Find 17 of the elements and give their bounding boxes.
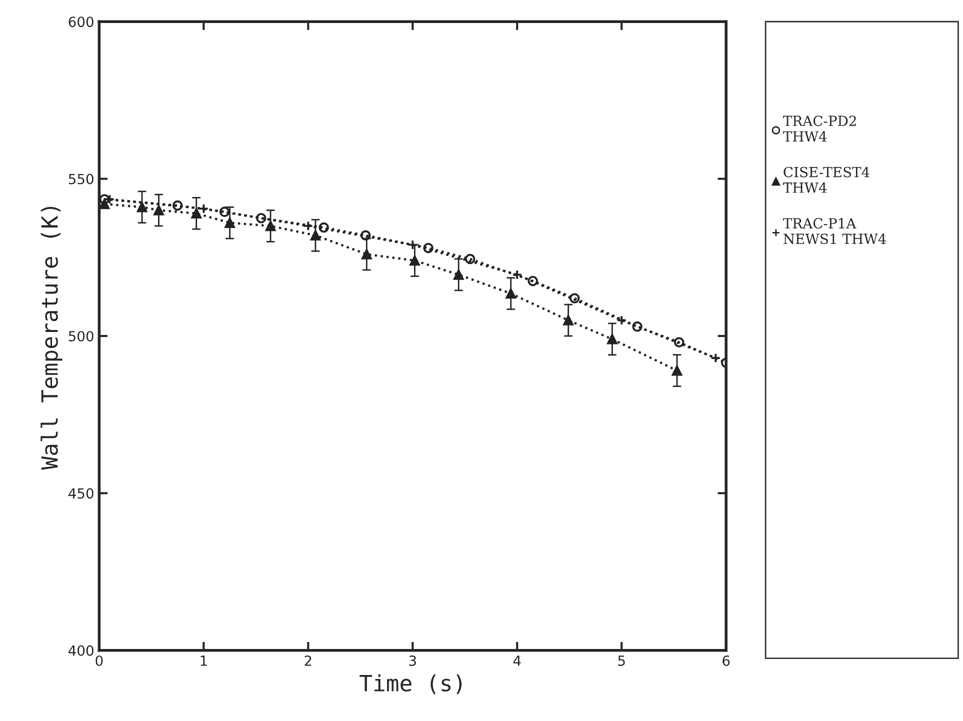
y-tick-label: 450 (68, 488, 94, 499)
x-tick-label: 1 (200, 656, 207, 666)
y-axis-title: Wall Temperature (K) (40, 206, 62, 470)
x-tick-label: 3 (409, 655, 416, 666)
y-tick-label: 600 (68, 16, 94, 28)
legend-label: TRAC-PD2 THW4 (783, 116, 856, 142)
x-tick-label: 0 (96, 655, 103, 666)
x-tick-label: 4 (513, 656, 521, 666)
x-tick-label: 5 (618, 656, 625, 666)
legend-label: TRAC-P1A NEWS1 THW4 (783, 218, 886, 244)
y-tick-label: 400 (68, 645, 94, 656)
y-tick-label: 500 (68, 330, 94, 342)
legend-label: CISE-TEST4 THW4 (783, 166, 870, 193)
x-axis-title: Time (s) (360, 674, 462, 694)
x-tick-label: 2 (304, 655, 312, 666)
x-tick-label: 6 (722, 655, 730, 666)
y-tick-label: 550 (68, 174, 94, 184)
